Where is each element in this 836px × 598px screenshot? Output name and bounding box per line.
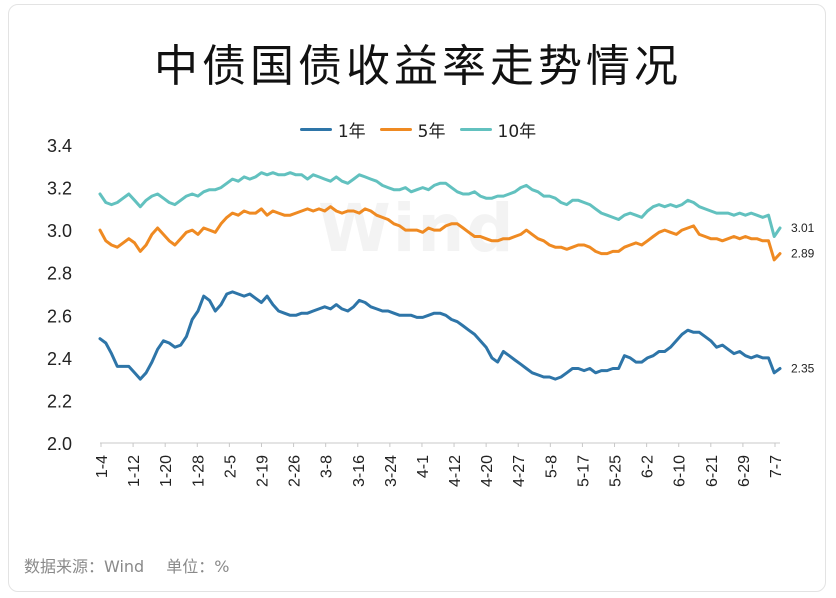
- source-note: 数据来源：Wind: [24, 557, 145, 576]
- legend-label: 1年: [337, 122, 366, 142]
- x-tick-label: 5-17: [575, 455, 592, 487]
- unit-note: 单位：%: [166, 557, 230, 576]
- x-tick-label: 5-25: [608, 455, 625, 487]
- x-tick-label: 1-28: [190, 455, 207, 487]
- x-tick-label: 1-20: [158, 455, 175, 487]
- chart-footer: 数据来源：Wind 单位：%: [24, 553, 229, 577]
- y-tick-label: 3.0: [47, 221, 72, 241]
- legend-item: 10年: [459, 117, 537, 142]
- x-tick-label: 4-27: [511, 455, 528, 487]
- series-line-1: [98, 205, 782, 262]
- end-value-label: 2.89: [791, 247, 815, 261]
- end-value-label: 2.35: [791, 362, 815, 376]
- x-tick-label: 4-12: [447, 455, 464, 487]
- y-tick-label: 2.6: [47, 306, 72, 326]
- x-tick-label: 2-19: [254, 455, 271, 487]
- series-line-2: [98, 171, 782, 238]
- x-tick-label: 1-12: [126, 455, 143, 487]
- legend-label: 5年: [417, 122, 446, 142]
- x-tick-label: 2-5: [222, 455, 239, 478]
- legend-swatch: [459, 128, 492, 131]
- chart-frame: [8, 4, 826, 592]
- y-tick-label: 2.8: [47, 264, 72, 284]
- series-line-0: [98, 290, 782, 381]
- y-tick-label: 3.4: [47, 136, 72, 156]
- x-tick-label: 5-8: [543, 455, 560, 478]
- x-tick-label: 1-4: [94, 455, 111, 478]
- x-tick-label: 6-21: [704, 455, 721, 487]
- x-tick-label: 4-1: [415, 455, 432, 478]
- y-tick-label: 2.4: [47, 349, 72, 369]
- x-tick-label: 7-7: [768, 455, 785, 478]
- x-tick-label: 6-10: [672, 455, 689, 487]
- x-tick-label: 6-2: [640, 455, 657, 478]
- y-tick-label: 2.2: [47, 391, 72, 411]
- legend-swatch: [379, 128, 412, 131]
- legend-swatch: [299, 128, 332, 131]
- x-tick-label: 3-16: [351, 455, 368, 487]
- watermark-logo: Wind: [318, 190, 516, 267]
- chart-title: 中债国债收益率走势情况: [154, 41, 682, 92]
- end-value-label: 3.01: [791, 221, 815, 235]
- x-tick-label: 2-26: [287, 455, 304, 487]
- y-tick-label: 2.0: [47, 434, 72, 454]
- x-tick-label: 3-24: [383, 455, 400, 487]
- legend-label: 10年: [497, 122, 537, 142]
- legend-item: 5年: [379, 117, 446, 142]
- chart-legend: 1年 5年 10年: [0, 117, 836, 142]
- x-tick-label: 4-20: [479, 455, 496, 487]
- x-tick-label: 3-8: [319, 455, 336, 478]
- y-tick-label: 3.2: [47, 179, 72, 199]
- x-tick-label: 6-29: [736, 455, 753, 487]
- legend-item: 1年: [299, 117, 366, 142]
